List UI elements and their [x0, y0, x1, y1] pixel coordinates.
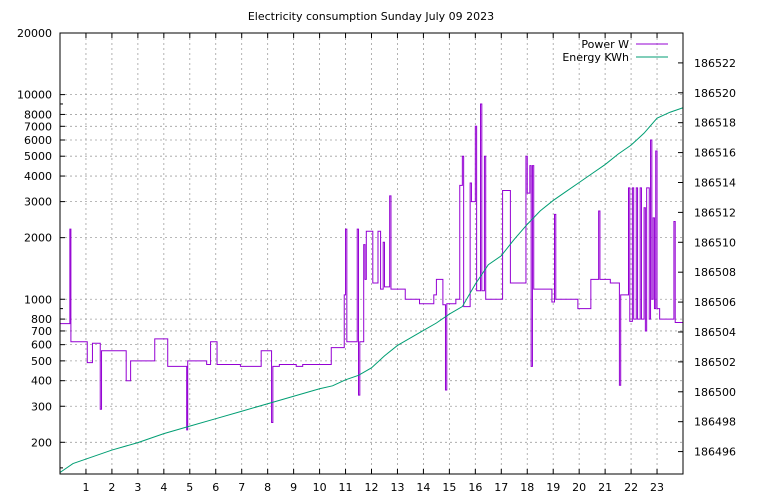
- y-left-tick-label: 300: [31, 400, 52, 413]
- x-tick-label: 14: [416, 481, 430, 494]
- x-tick-label: 21: [598, 481, 612, 494]
- y-left-tick-label: 6000: [24, 134, 52, 147]
- x-tick-label: 9: [290, 481, 297, 494]
- y-left-tick-label: 200: [31, 436, 52, 449]
- y-left-tick-label: 600: [31, 339, 52, 352]
- legend-label: Power W: [581, 38, 629, 51]
- series-line-power-w: [60, 103, 683, 431]
- y-right-tick-label: 186522: [694, 57, 736, 70]
- y-left-tick-label: 1000: [24, 293, 52, 306]
- x-tick-label: 6: [212, 481, 219, 494]
- series-line-energy-kwh: [59, 107, 684, 473]
- y-right-tick-label: 186502: [694, 356, 736, 369]
- grid: [60, 33, 683, 474]
- y-left-tick-label: 700: [31, 325, 52, 338]
- y-right-tick-label: 186512: [694, 206, 736, 219]
- x-tick-label: 7: [238, 481, 245, 494]
- y-right-tick-label: 186520: [694, 87, 736, 100]
- y-left-tick-label: 3000: [24, 196, 52, 209]
- y-right-tick-label: 186508: [694, 266, 736, 279]
- y-left-tick-label: 800: [31, 313, 52, 326]
- y-right-tick-label: 186518: [694, 117, 736, 130]
- x-tick-label: 18: [520, 481, 534, 494]
- y-right-tick-label: 186514: [694, 176, 736, 189]
- y-left-tick-label: 10000: [17, 89, 52, 102]
- x-tick-label: 13: [390, 481, 404, 494]
- chart-title: Electricity consumption Sunday July 09 2…: [248, 10, 494, 23]
- y-left-tick-label: 20000: [17, 27, 52, 40]
- x-tick-label: 10: [313, 481, 327, 494]
- x-tick-label: 20: [572, 481, 586, 494]
- y-right-tick-label: 186504: [694, 326, 736, 339]
- y-right-tick-label: 186496: [694, 446, 736, 459]
- series-layer: [59, 103, 684, 473]
- axis-ticks: 1 2 3 4 5 6 7 8 9 10 11 12 13 14 15 16 17 18 19 20 21 22 23200…: [17, 27, 736, 494]
- y-left-tick-label: 4000: [24, 170, 52, 183]
- legend-label: Energy KWh: [562, 51, 629, 64]
- x-tick-label: 12: [365, 481, 379, 494]
- y-left-tick-label: 7000: [24, 120, 52, 133]
- x-tick-label: 8: [264, 481, 271, 494]
- x-tick-label: 2: [108, 481, 115, 494]
- x-tick-label: 1: [82, 481, 89, 494]
- y-right-tick-label: 186516: [694, 147, 736, 160]
- y-left-tick-label: 8000: [24, 108, 52, 121]
- x-tick-label: 5: [186, 481, 193, 494]
- y-left-tick-label: 500: [31, 355, 52, 368]
- x-tick-label: 19: [546, 481, 560, 494]
- x-tick-label: 22: [624, 481, 638, 494]
- x-tick-label: 16: [468, 481, 482, 494]
- x-tick-label: 17: [494, 481, 508, 494]
- y-left-tick-label: 2000: [24, 232, 52, 245]
- x-tick-label: 4: [160, 481, 167, 494]
- y-right-tick-label: 186506: [694, 296, 736, 309]
- y-right-tick-label: 186498: [694, 416, 736, 429]
- y-left-tick-label: 5000: [24, 150, 52, 163]
- y-right-tick-label: 186500: [694, 386, 736, 399]
- x-tick-label: 11: [339, 481, 353, 494]
- y-left-tick-label: 400: [31, 375, 52, 388]
- y-right-tick-label: 186510: [694, 236, 736, 249]
- x-tick-label: 23: [650, 481, 664, 494]
- x-tick-label: 15: [442, 481, 456, 494]
- x-tick-label: 3: [134, 481, 141, 494]
